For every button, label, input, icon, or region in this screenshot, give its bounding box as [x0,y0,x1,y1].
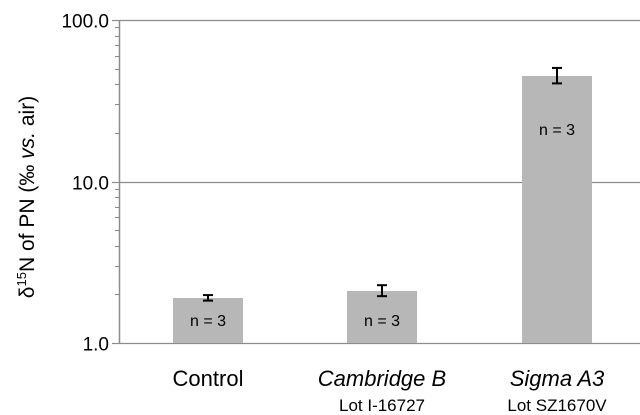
y-tick-label-2: 100.0 [61,12,109,33]
x-category-labels: Control Cambridge B Lot I-16727 Sigma A3 Lot… [173,366,608,415]
y-axis [112,19,121,345]
y-tick-label-0: 1.0 [83,335,109,356]
y-axis-label-group: δ15N of PN (‰ vs. air) [14,96,39,298]
bars-layer: n = 3 n = 3 n = 3 [173,66,592,344]
y-label-superscript: 15 [14,272,29,286]
x-category-label-1: Cambridge B [318,366,446,391]
y-tick-label-1: 10.0 [72,174,109,195]
y-label-prefix: δ [16,286,39,298]
x-category-label-0: Control [173,366,244,391]
y-label-permil: ‰ [16,165,39,186]
bar-1 [347,290,417,343]
x-category-lot-2: Lot SZ1670V [507,396,607,415]
bar-annotation-0: n = 3 [190,313,226,330]
x-category-lot-1: Lot I-16727 [339,396,425,415]
bar-annotation-2: n = 3 [539,122,575,139]
x-category-label-2: Sigma A3 [510,366,605,391]
bar-0 [173,297,243,343]
y-label-suffix: air) [16,96,39,132]
y-label-italic: vs. [16,132,39,159]
y-label-main: N of PN ( [16,186,39,272]
bar-annotation-1: n = 3 [364,313,400,330]
y-tick-labels: 1.0 10.0 100.0 [61,12,109,356]
bar-2 [522,76,592,344]
y-axis-label: δ15N of PN (‰ vs. air) [14,96,39,298]
